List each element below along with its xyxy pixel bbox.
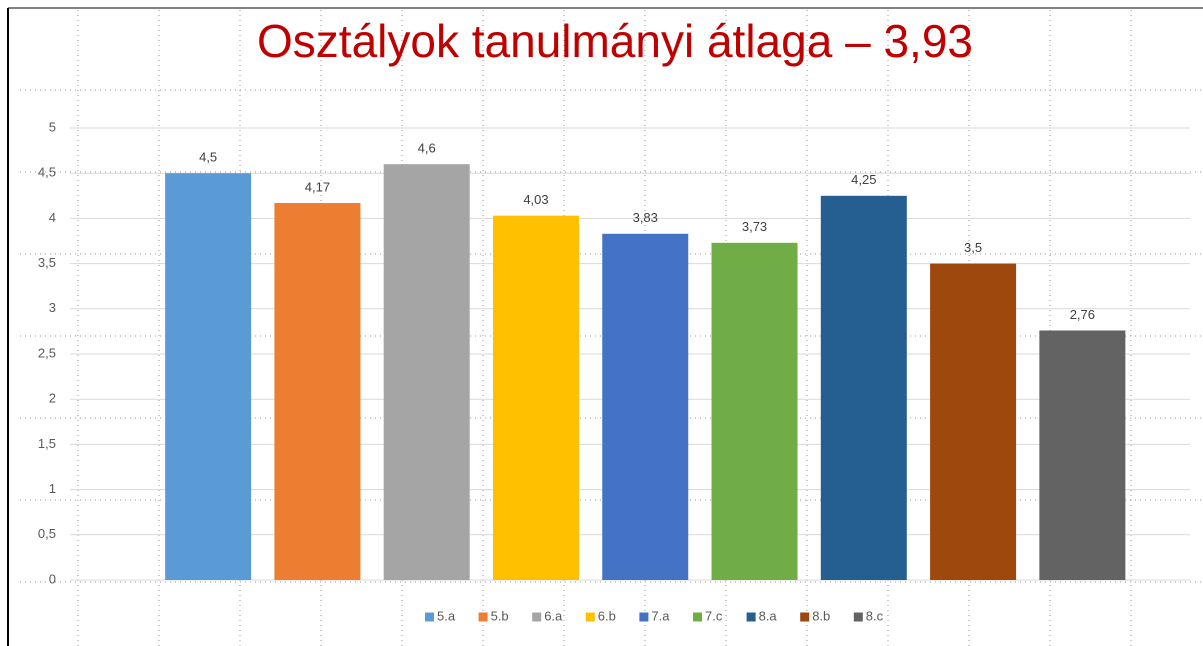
data-label: 4,03 [523, 192, 548, 207]
y-tick-label: 3,5 [38, 255, 56, 270]
data-label: 4,25 [851, 172, 876, 187]
legend-label: 6.b [598, 608, 616, 623]
legend-label: 7.c [705, 608, 723, 623]
data-label: 3,5 [964, 240, 982, 255]
legend-swatch [425, 612, 434, 622]
y-tick-label: 4 [49, 210, 56, 225]
y-tick-label: 4,5 [38, 165, 56, 180]
data-label: 3,73 [742, 219, 767, 234]
bar [1039, 330, 1126, 580]
legend-swatch [853, 612, 863, 622]
y-tick-label: 2 [49, 391, 56, 406]
legend-label: 8.c [866, 608, 884, 623]
legend-swatch [693, 612, 702, 622]
y-tick-label: 0 [49, 571, 56, 586]
legend-swatch [639, 612, 649, 622]
bar [274, 203, 361, 581]
bar [492, 215, 579, 581]
y-tick-label: 2,5 [38, 345, 56, 360]
legend-swatch [746, 612, 756, 622]
y-tick-label: 3 [49, 300, 56, 315]
bar [820, 195, 907, 581]
data-label: 4,17 [305, 179, 330, 194]
legend-swatch [585, 612, 595, 622]
legend-swatch [478, 612, 488, 622]
data-label: 4,5 [199, 150, 217, 165]
bar [383, 164, 470, 580]
legend-label: 8.a [759, 608, 778, 623]
legend-label: 6.a [544, 608, 563, 623]
bar [602, 233, 689, 580]
data-label: 3,83 [633, 210, 658, 225]
frame [7, 7, 1203, 646]
chart-title: Osztályok tanulmányi átlaga – 3,93 [257, 15, 973, 67]
plot: 0 0,5 1 1,5 2 2,5 3 3,5 4 4,5 5 4,5 5.a 4,17 5.b 4,6 6.a… [38, 119, 1190, 623]
bar [930, 263, 1017, 580]
data-label: 2,76 [1070, 307, 1095, 322]
data-label: 4,6 [418, 141, 436, 156]
y-tick-label: 0,5 [38, 526, 56, 541]
bar [165, 173, 252, 580]
y-tick-label: 5 [49, 119, 56, 134]
legend-label: 8.b [812, 608, 830, 623]
y-tick-label: 1,5 [38, 436, 56, 451]
y-tick-label: 1 [49, 481, 56, 496]
legend-label: 5.b [491, 608, 509, 623]
legend-label: 5.a [437, 608, 456, 623]
legend-swatch [800, 612, 810, 622]
legend-label: 7.a [651, 608, 670, 623]
legend-swatch [532, 612, 542, 622]
bar [711, 242, 798, 581]
